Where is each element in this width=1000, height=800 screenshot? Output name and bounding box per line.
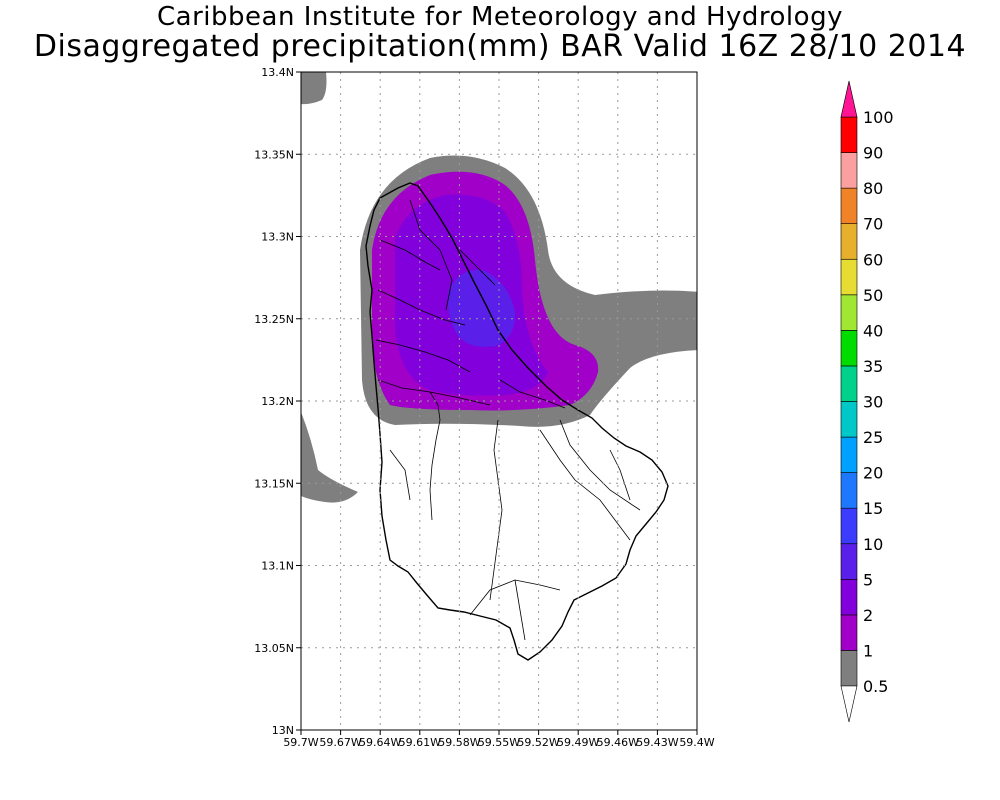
y-tick-label: 13.05N: [254, 642, 294, 655]
colorbar-label: 60: [863, 250, 883, 269]
precip-area-5mm: [447, 269, 516, 347]
y-tick-label: 13.1N: [261, 560, 294, 573]
x-axis: 59.7W 59.67W59.64W59.61W59.58W59.55W59.52…: [283, 730, 715, 749]
colorbar-top-arrow: [840, 80, 858, 118]
colorbar-label: 15: [863, 499, 883, 518]
x-tick-label: 59.55W: [478, 736, 520, 749]
colorbar-bin: [840, 330, 858, 367]
colorbar-label: 80: [863, 179, 883, 198]
colorbar-bin: [840, 650, 858, 687]
colorbar-bin: [840, 401, 858, 438]
x-tick-label: 59.43W: [636, 736, 678, 749]
precip-area-0.5mm-corner: [301, 72, 327, 105]
colorbar-bin: [840, 294, 858, 331]
colorbar-label: 90: [863, 144, 883, 163]
x-tick-label: 59.7W: [283, 736, 318, 749]
colorbar-bin: [840, 436, 858, 473]
colorbar-label: 10: [863, 535, 883, 554]
colorbar-label: 40: [863, 321, 883, 340]
colorbar-label: 100: [863, 108, 894, 127]
colorbar-label: 0.5: [863, 677, 888, 696]
y-tick-label: 13N: [272, 724, 294, 737]
colorbar-bin: [840, 579, 858, 616]
colorbar-bin: [840, 365, 858, 402]
y-tick-label: 13.15N: [254, 477, 294, 490]
colorbar-label: 2: [863, 606, 873, 625]
grid-lines: [301, 72, 697, 730]
y-axis: 13N 13.05N 13.1N 13.15N 13.2N 13.25N 13.3N 13.3…: [254, 66, 301, 737]
x-tick-label: 59.52W: [517, 736, 559, 749]
x-tick-label: 59.67W: [319, 736, 361, 749]
x-tick-label: 59.64W: [359, 736, 401, 749]
x-tick-label: 59.61W: [399, 736, 441, 749]
y-tick-label: 13.3N: [261, 231, 294, 244]
x-tick-label: 59.58W: [438, 736, 480, 749]
colorbar-bin: [840, 614, 858, 651]
colorbar-bin: [840, 258, 858, 296]
x-tick-label: 59.4W: [679, 736, 714, 749]
colorbar-bin: [840, 152, 858, 189]
y-tick-label: 13.35N: [254, 148, 294, 161]
institute-title: Caribbean Institute for Meteorology and …: [157, 2, 843, 32]
colorbar-bin: [840, 187, 858, 224]
x-tick-label: 59.49W: [557, 736, 599, 749]
colorbar-label: 5: [863, 570, 873, 589]
y-tick-label: 13.25N: [254, 313, 294, 326]
colorbar-label: 1: [863, 641, 873, 660]
y-tick-label: 13.2N: [261, 395, 294, 408]
colorbar-label: 70: [863, 215, 883, 234]
product-title: Disaggregated precipitation(mm) BAR Vali…: [33, 29, 967, 64]
colorbar-label: 20: [863, 464, 883, 483]
y-tick-label: 13.4N: [261, 66, 294, 79]
colorbar-label: 25: [863, 428, 883, 447]
colorbar-bin: [840, 472, 858, 509]
colorbar-bottom-arrow: [840, 685, 858, 723]
colorbar-bin: [840, 116, 858, 153]
colorbar-bin: [840, 507, 858, 545]
colorbar-label: 35: [863, 357, 883, 376]
colorbar-label: 30: [863, 393, 883, 412]
island-outline: [365, 182, 669, 661]
colorbar-label: 50: [863, 286, 883, 305]
colorbar-bin: [840, 543, 858, 580]
x-tick-label: 59.46W: [597, 736, 639, 749]
precip-area-0.5mm-west: [301, 412, 358, 503]
colorbar-bin: [840, 223, 858, 260]
title-block: Caribbean Institute for Meteorology and …: [0, 2, 1000, 62]
